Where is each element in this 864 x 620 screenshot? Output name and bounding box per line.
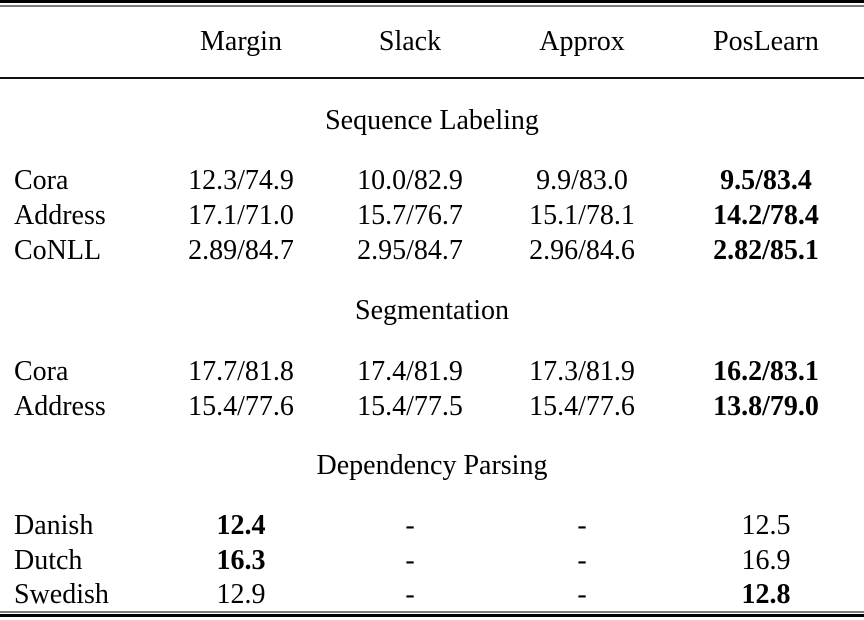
bottom-rule-thick	[0, 614, 864, 617]
table-header-row: Margin Slack Approx PosLearn	[0, 7, 864, 77]
section-title-sequence-labeling: Sequence Labeling	[325, 105, 539, 136]
table-row: Swedish 12.9 - - 12.8	[0, 578, 864, 611]
row-label: Cora	[14, 355, 69, 387]
cell-approx: 17.3/81.9	[529, 355, 635, 387]
table-row: Address 15.4/77.6 15.4/77.5 15.4/77.6 13…	[0, 389, 864, 424]
cell-margin: 12.9	[216, 578, 266, 610]
row-label: CoNLL	[14, 234, 102, 266]
section-title-segmentation: Segmentation	[355, 295, 509, 326]
row-label: Swedish	[14, 578, 109, 610]
cell-poslearn: 13.8/79.0	[713, 390, 819, 422]
cell-approx: 2.96/84.6	[529, 234, 635, 266]
cell-margin: 15.4/77.6	[188, 390, 294, 422]
cell-poslearn: 16.9	[741, 544, 791, 576]
cell-poslearn: 12.5	[741, 509, 791, 541]
bottom-rule-thin	[0, 611, 864, 613]
cell-poslearn: 14.2/78.4	[713, 199, 819, 231]
cell-approx: 15.1/78.1	[529, 199, 635, 231]
cell-margin: 17.7/81.8	[188, 355, 294, 387]
header-rule	[0, 77, 864, 79]
cell-poslearn: 9.5/83.4	[720, 164, 812, 196]
row-label: Cora	[14, 164, 69, 196]
table-row: CoNLL 2.89/84.7 2.95/84.7 2.96/84.6 2.82…	[0, 233, 864, 268]
row-label: Address	[14, 199, 106, 231]
table-row: Cora 12.3/74.9 10.0/82.9 9.9/83.0 9.5/83…	[0, 163, 864, 198]
cell-approx: -	[577, 578, 587, 610]
column-header-margin: Margin	[200, 26, 282, 57]
table-row: Dutch 16.3 - - 16.9	[0, 543, 864, 578]
cell-poslearn: 16.2/83.1	[713, 355, 819, 387]
cell-slack: -	[405, 509, 415, 541]
cell-approx: -	[577, 509, 587, 541]
cell-approx: -	[577, 544, 587, 576]
cell-margin: 12.4	[216, 509, 266, 541]
top-rule-thin	[0, 5, 864, 7]
column-header-slack: Slack	[378, 26, 442, 57]
cell-approx: 9.9/83.0	[536, 164, 628, 196]
row-label: Dutch	[14, 544, 83, 576]
column-header-approx: Approx	[539, 26, 625, 57]
top-rule-thick	[0, 0, 864, 3]
row-label: Danish	[14, 509, 94, 541]
cell-slack: 15.4/77.5	[357, 390, 463, 422]
cell-slack: -	[405, 544, 415, 576]
cell-margin: 16.3	[216, 544, 266, 576]
row-label: Address	[14, 390, 106, 422]
cell-slack: 17.4/81.9	[357, 355, 463, 387]
table-row: Address 17.1/71.0 15.7/76.7 15.1/78.1 14…	[0, 198, 864, 233]
column-header-poslearn: PosLearn	[713, 26, 819, 57]
cell-margin: 2.89/84.7	[188, 234, 294, 266]
section-title-dependency-parsing: Dependency Parsing	[316, 450, 548, 481]
cell-approx: 15.4/77.6	[529, 390, 635, 422]
table-row: Danish 12.4 - - 12.5	[0, 508, 864, 543]
cell-margin: 17.1/71.0	[188, 199, 294, 231]
cell-margin: 12.3/74.9	[188, 164, 294, 196]
table-row: Cora 17.7/81.8 17.4/81.9 17.3/81.9 16.2/…	[0, 354, 864, 389]
cell-slack: 2.95/84.7	[357, 234, 463, 266]
cell-slack: -	[405, 578, 415, 610]
cell-slack: 15.7/76.7	[357, 199, 463, 231]
cell-poslearn: 2.82/85.1	[713, 234, 819, 266]
cell-poslearn: 12.8	[741, 578, 791, 610]
cell-slack: 10.0/82.9	[357, 164, 463, 196]
